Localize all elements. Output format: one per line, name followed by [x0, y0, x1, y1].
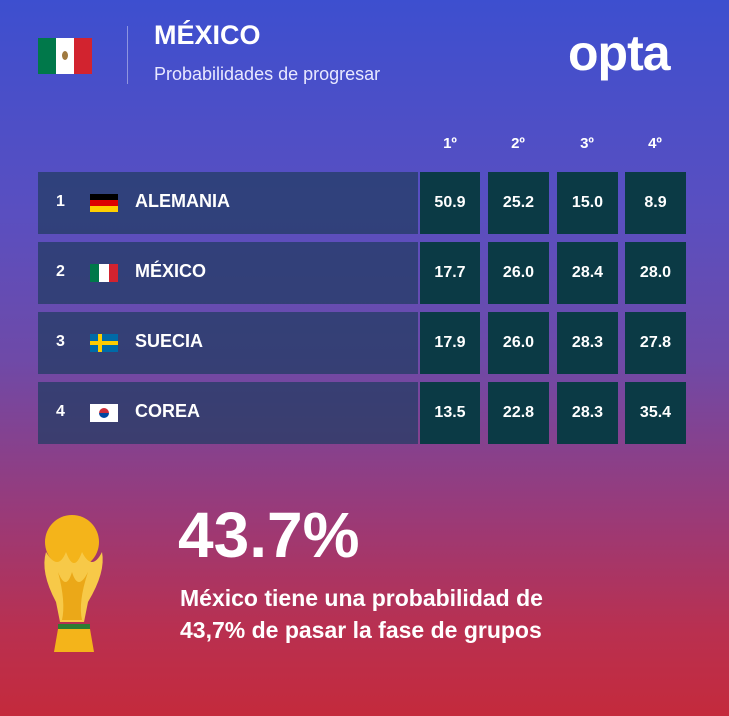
highlight-line-2: 43,7% de pasar la fase de grupos	[180, 617, 542, 643]
table-row: 2 MÉXICO 17.7 26.0 28.4 28.0	[38, 242, 687, 304]
germany-flag-icon	[90, 194, 118, 212]
probability-cell: 17.9	[420, 312, 480, 374]
header-divider	[127, 26, 128, 84]
table-row: 3 SUECIA 17.9 26.0 28.3 27.8	[38, 312, 687, 374]
highlight-line-1: México tiene una probabilidad de	[180, 585, 543, 611]
probability-cell: 15.0	[557, 172, 618, 234]
opta-logo: opta	[568, 25, 671, 81]
table-row: 4 COREA 13.5 22.8 28.3 35.4	[38, 382, 687, 444]
probability-cell: 50.9	[420, 172, 480, 234]
column-header: 1º	[443, 135, 457, 152]
table-row: 1 ALEMANIA 50.9 25.2 15.0 8.9	[38, 172, 687, 234]
probability-cell: 17.7	[420, 242, 480, 304]
probability-cell: 22.8	[488, 382, 549, 444]
probability-cell: 25.2	[488, 172, 549, 234]
mexico-flag-icon	[90, 264, 118, 282]
column-header: 4º	[648, 135, 662, 152]
mexico-flag-icon	[38, 38, 92, 74]
probability-cell: 35.4	[625, 382, 686, 444]
team-name: SUECIA	[135, 331, 204, 351]
team-name: MÉXICO	[135, 261, 207, 281]
probability-cell: 28.3	[557, 382, 618, 444]
probability-cell: 13.5	[420, 382, 480, 444]
page-title: MÉXICO	[154, 20, 261, 50]
probability-cell: 26.0	[488, 242, 549, 304]
probability-cell: 28.3	[557, 312, 618, 374]
probability-cell: 26.0	[488, 312, 549, 374]
highlight-value: 43.7%	[178, 499, 360, 571]
page-subtitle: Probabilidades de progresar	[154, 64, 381, 84]
team-name: COREA	[135, 401, 201, 421]
south-korea-flag-icon	[90, 404, 118, 422]
rank: 2	[56, 263, 65, 280]
world-cup-trophy-icon	[44, 515, 103, 652]
rank: 4	[56, 403, 65, 420]
probability-cell: 8.9	[625, 172, 686, 234]
column-header: 3º	[580, 135, 594, 152]
highlight-message: México tiene una probabilidad de 43,7% d…	[180, 582, 543, 646]
probability-cell: 28.0	[625, 242, 686, 304]
rank: 3	[56, 333, 65, 350]
probability-cell: 27.8	[625, 312, 686, 374]
column-header: 2º	[511, 135, 525, 152]
probability-cell: 28.4	[557, 242, 618, 304]
sweden-flag-icon	[90, 334, 118, 352]
team-name: ALEMANIA	[135, 191, 230, 211]
rank: 1	[56, 193, 65, 210]
